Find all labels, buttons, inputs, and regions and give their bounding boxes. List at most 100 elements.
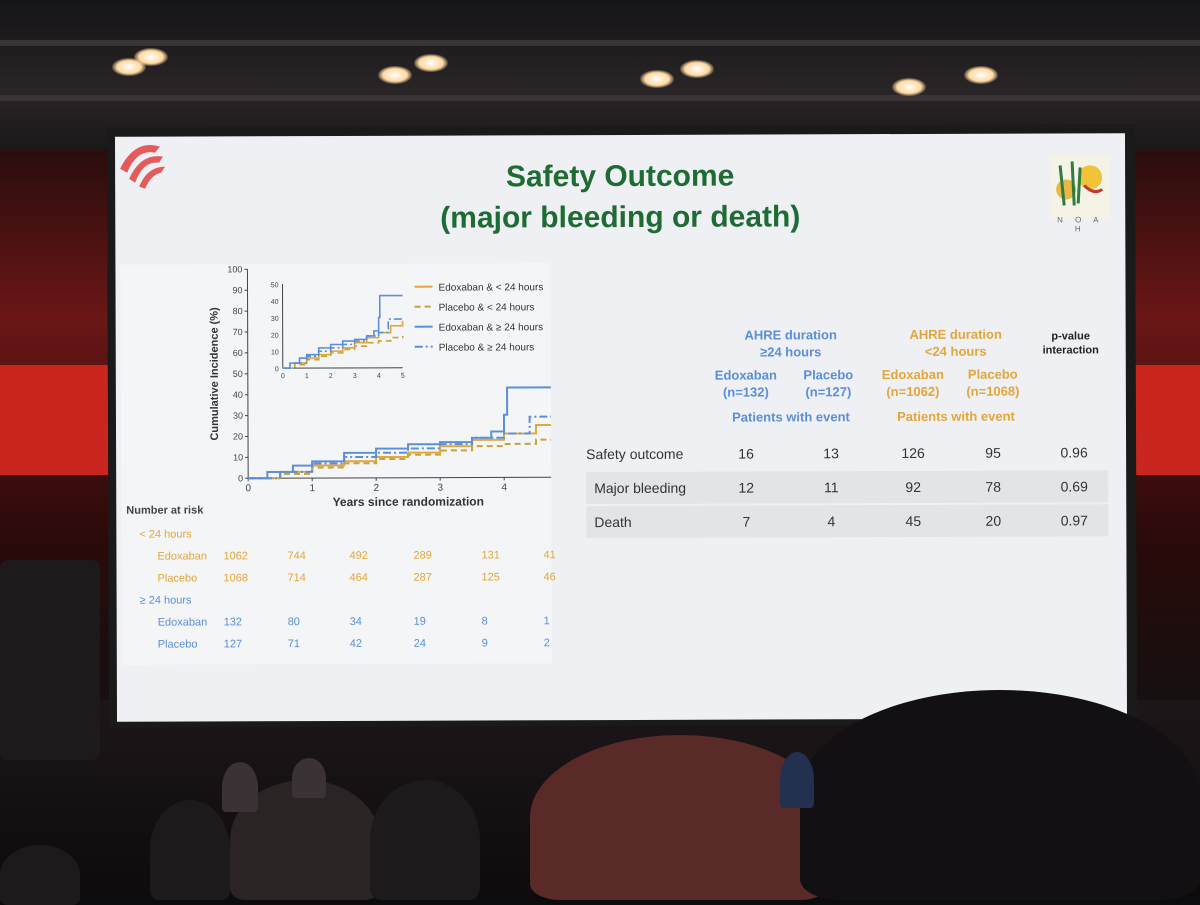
legend-label: Placebo & ≥ 24 hours (439, 342, 535, 353)
x-tick-label: 3 (437, 483, 443, 494)
inset-x-tick-label: 4 (377, 373, 381, 380)
outcome-cell: 0.97 (1054, 512, 1094, 528)
outcome-cell: 0.69 (1054, 478, 1094, 494)
pvalue-title-line1: p-value (1031, 329, 1111, 343)
outcome-cell: 12 (726, 479, 766, 495)
outcome-cell: 126 (893, 445, 933, 461)
risk-count: 1068 (224, 572, 249, 584)
outcome-cell: 78 (973, 479, 1013, 495)
risk-count: 132 (224, 616, 242, 628)
risk-group-label: < 24 hours (139, 528, 191, 540)
arm-name: Edoxaban (868, 366, 958, 383)
event-label: Patients with event (711, 408, 871, 426)
arm-name: Edoxaban (701, 366, 791, 383)
risk-row-label: Placebo (158, 572, 198, 584)
outcome-row-label: Safety outcome (586, 446, 683, 462)
arm-n: (n=132) (701, 383, 791, 400)
legend-label: Edoxaban & < 24 hours (438, 282, 543, 293)
risk-count: 492 (349, 550, 367, 562)
x-tick-label: 1 (309, 483, 315, 494)
noah-logo-text: N O A H (1050, 215, 1110, 233)
inset-y-tick-label: 0 (275, 366, 279, 373)
outcome-cell: 7 (726, 513, 766, 529)
stage-light (134, 48, 168, 66)
arm-n: (n=1062) (868, 383, 958, 400)
inset-y-tick-label: 50 (271, 282, 279, 289)
risk-row-label: Edoxaban (157, 550, 207, 562)
risk-count: 127 (224, 638, 242, 650)
risk-count: 80 (288, 616, 300, 628)
panelist (780, 752, 814, 808)
y-tick-label: 10 (233, 452, 243, 462)
y-tick-label: 60 (233, 348, 243, 358)
truss-beam (0, 95, 1200, 101)
y-tick-label: 0 (238, 473, 243, 483)
outcome-cell: 95 (973, 445, 1013, 461)
risk-row-label: Placebo (158, 638, 198, 650)
outcome-cell: 16 (726, 445, 766, 461)
audience-member (150, 800, 230, 900)
stage-light (640, 70, 674, 88)
risk-count: 1062 (223, 550, 248, 562)
audience-member (0, 845, 80, 905)
risk-count: 464 (350, 572, 368, 584)
x-axis (248, 477, 551, 478)
risk-count: 125 (482, 571, 500, 583)
panelist (292, 758, 326, 798)
inset-y-tick-label: 10 (271, 349, 279, 356)
event-label: Patients with event (876, 408, 1036, 426)
risk-count: 131 (481, 549, 499, 561)
risk-count: 2 (544, 637, 550, 649)
outcome-cell: 20 (973, 513, 1013, 529)
inset-x-tick-label: 2 (329, 373, 333, 380)
noah-trial-logo-icon (1050, 155, 1110, 219)
inset-y-tick-label: 40 (271, 299, 279, 306)
risk-count: 71 (288, 638, 300, 650)
y-tick-label: 20 (233, 432, 243, 442)
risk-count: 24 (414, 638, 426, 650)
stage-light (964, 66, 998, 84)
inset-x-tick-label: 0 (281, 373, 285, 380)
y-tick-label: 30 (233, 411, 243, 421)
y-tick-label: 50 (233, 369, 243, 379)
risk-count: 34 (350, 616, 362, 628)
outcome-cell: 45 (893, 513, 933, 529)
risk-count: 46 (544, 571, 556, 583)
risk-count: 287 (414, 572, 432, 584)
risk-count: 714 (288, 572, 306, 584)
risk-count: 1 (544, 615, 550, 627)
presentation-slide: Safety Outcome (major bleeding or death)… (115, 133, 1127, 722)
y-axis-label: Cumulative Incidence (%) (209, 307, 221, 441)
y-tick-label: 40 (233, 390, 243, 400)
arm-n: (n=127) (786, 383, 871, 400)
outcome-cell: 11 (811, 479, 851, 495)
x-tick-label: 2 (373, 483, 379, 494)
risk-row-label: Edoxaban (158, 616, 208, 628)
panelist (222, 762, 258, 812)
arm-name: Placebo (786, 366, 871, 383)
risk-count: 289 (413, 550, 431, 562)
risk-count: 744 (287, 550, 305, 562)
y-tick-label: 90 (232, 285, 242, 295)
risk-count: 9 (482, 637, 488, 649)
audience-member (370, 780, 480, 900)
inset-y-tick-label: 20 (271, 333, 279, 340)
group2-title-line2: <24 hours (886, 343, 1026, 360)
risk-count: 42 (350, 638, 362, 650)
stage-light (680, 60, 714, 78)
outcome-cell: 4 (811, 513, 851, 529)
group2-title-line1: AHRE duration (886, 326, 1026, 343)
outcome-cell: 0.96 (1054, 444, 1094, 460)
y-tick-label: 70 (233, 327, 243, 337)
number-at-risk-table: Number at risk < 24 hours Edoxaban 1062 744… (121, 495, 562, 707)
outcome-cell: 92 (893, 479, 933, 495)
arm-name: Placebo (948, 366, 1038, 383)
stage-light (378, 66, 412, 84)
arm-n: (n=1068) (948, 383, 1038, 400)
km-chart: 0102030405060708090100012345Years since … (120, 263, 551, 514)
risk-header: Number at risk (126, 504, 203, 516)
